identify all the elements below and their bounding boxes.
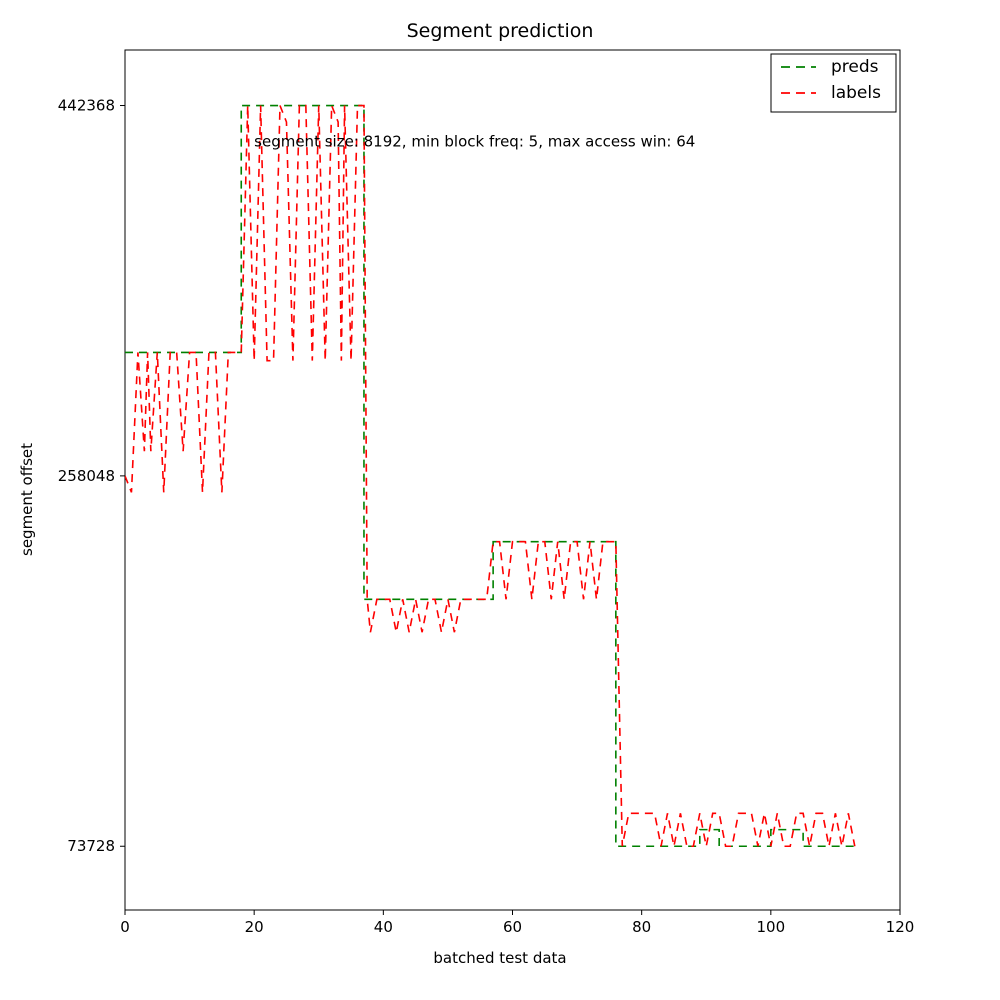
x-tick-label: 120 (886, 918, 915, 936)
plot-frame (125, 50, 900, 910)
x-tick-label: 20 (245, 918, 264, 936)
y-tick-label: 258048 (58, 467, 115, 485)
legend-label: labels (831, 83, 881, 103)
x-tick-label: 40 (374, 918, 393, 936)
x-tick-label: 80 (632, 918, 651, 936)
x-tick-label: 100 (757, 918, 786, 936)
chart-svg: 0 20 40 60 80 100 120 73728 258048 442368 segment … (0, 0, 1000, 1000)
series-preds (125, 106, 855, 847)
legend-label: preds (831, 57, 879, 77)
x-tick-label: 60 (503, 918, 522, 936)
x-tick-label: 0 (120, 918, 130, 936)
chart-container: Segment prediction batched test data seg… (0, 0, 1000, 1000)
y-tick-label: 442368 (58, 97, 115, 115)
chart-annotation: segment size: 8192, min block freq: 5, m… (254, 132, 695, 150)
series-labels (125, 106, 855, 847)
y-tick-label: 73728 (67, 837, 115, 855)
